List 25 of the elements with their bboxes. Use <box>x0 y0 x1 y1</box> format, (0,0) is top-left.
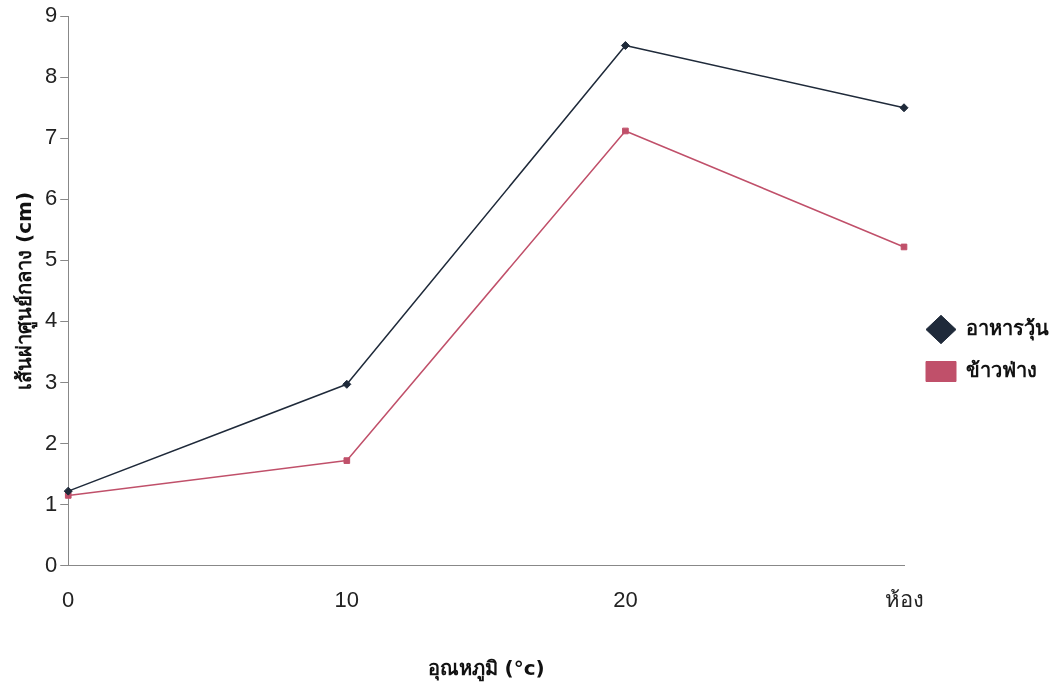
x-tick-label: 20 <box>613 586 638 612</box>
legend-label: อาหารวุ้น <box>966 315 1049 341</box>
point <box>900 243 908 251</box>
y-tick-label: 3 <box>44 368 58 394</box>
y-tick-label: 7 <box>44 124 58 150</box>
y-tick-label: 5 <box>44 246 58 272</box>
legend-label: ข้าวฟ่าง <box>966 357 1037 382</box>
point <box>899 103 909 113</box>
point <box>63 486 73 496</box>
y-tick-label: 0 <box>44 551 58 577</box>
x-tick-label: 0 <box>62 586 75 612</box>
point <box>620 41 630 50</box>
y-axis-title: เส้นผ่าศูนย์กลาง (cm) <box>12 191 39 390</box>
x-tick-label: 10 <box>334 586 360 612</box>
y-tick-label: 1 <box>44 490 58 516</box>
y-tick-label: 4 <box>44 307 58 333</box>
x-tick-label: ห้อง <box>884 586 924 612</box>
x-axis-title: อุณหภูมิ (°c) <box>427 656 545 683</box>
point <box>622 127 629 135</box>
point <box>342 379 352 389</box>
point <box>343 457 351 464</box>
y-tick-label: 6 <box>44 185 58 211</box>
y-tick-label: 2 <box>44 429 58 455</box>
y-tick-label: 9 <box>44 2 58 28</box>
y-tick-label: 8 <box>44 63 58 89</box>
